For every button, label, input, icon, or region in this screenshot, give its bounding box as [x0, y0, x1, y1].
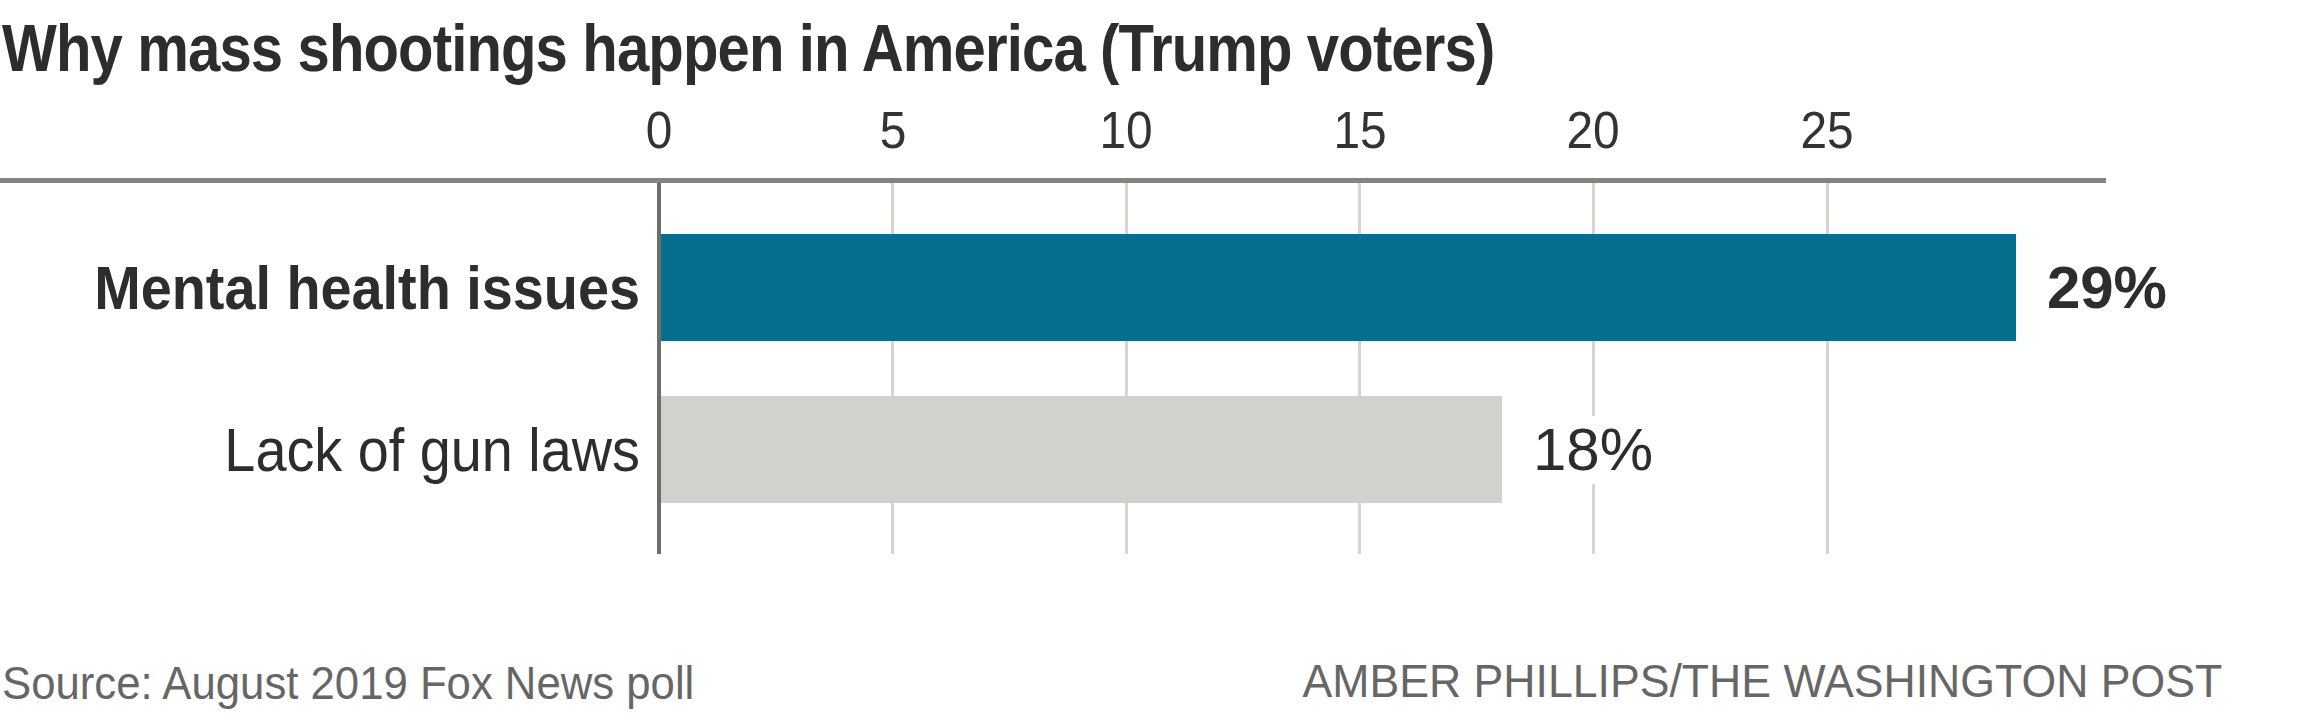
- x-tick-label: 15: [1333, 104, 1386, 156]
- bar-chart: Why mass shootings happen in America (Tr…: [0, 0, 2300, 728]
- value-label: 18%: [1533, 416, 1661, 484]
- x-tick-label: 5: [879, 104, 906, 156]
- x-tick-label: 0: [646, 104, 673, 156]
- x-tick-label: 20: [1567, 104, 1620, 156]
- value-label: 29%: [2047, 254, 2175, 322]
- category-label: Mental health issues: [64, 257, 640, 319]
- bar-lack-of-gun-laws: [661, 396, 1502, 503]
- chart-title: Why mass shootings happen in America (Tr…: [2, 10, 1494, 86]
- credit-byline: AMBER PHILLIPS/THE WASHINGTON POST: [1302, 658, 2222, 704]
- source-note: Source: August 2019 Fox News poll: [2, 660, 694, 706]
- axis-baseline: [0, 178, 2106, 183]
- bar-mental-health-issues: [661, 234, 2016, 341]
- x-tick-label: 25: [1800, 104, 1853, 156]
- category-label: Lack of gun laws: [64, 419, 640, 481]
- x-tick-label: 10: [1100, 104, 1153, 156]
